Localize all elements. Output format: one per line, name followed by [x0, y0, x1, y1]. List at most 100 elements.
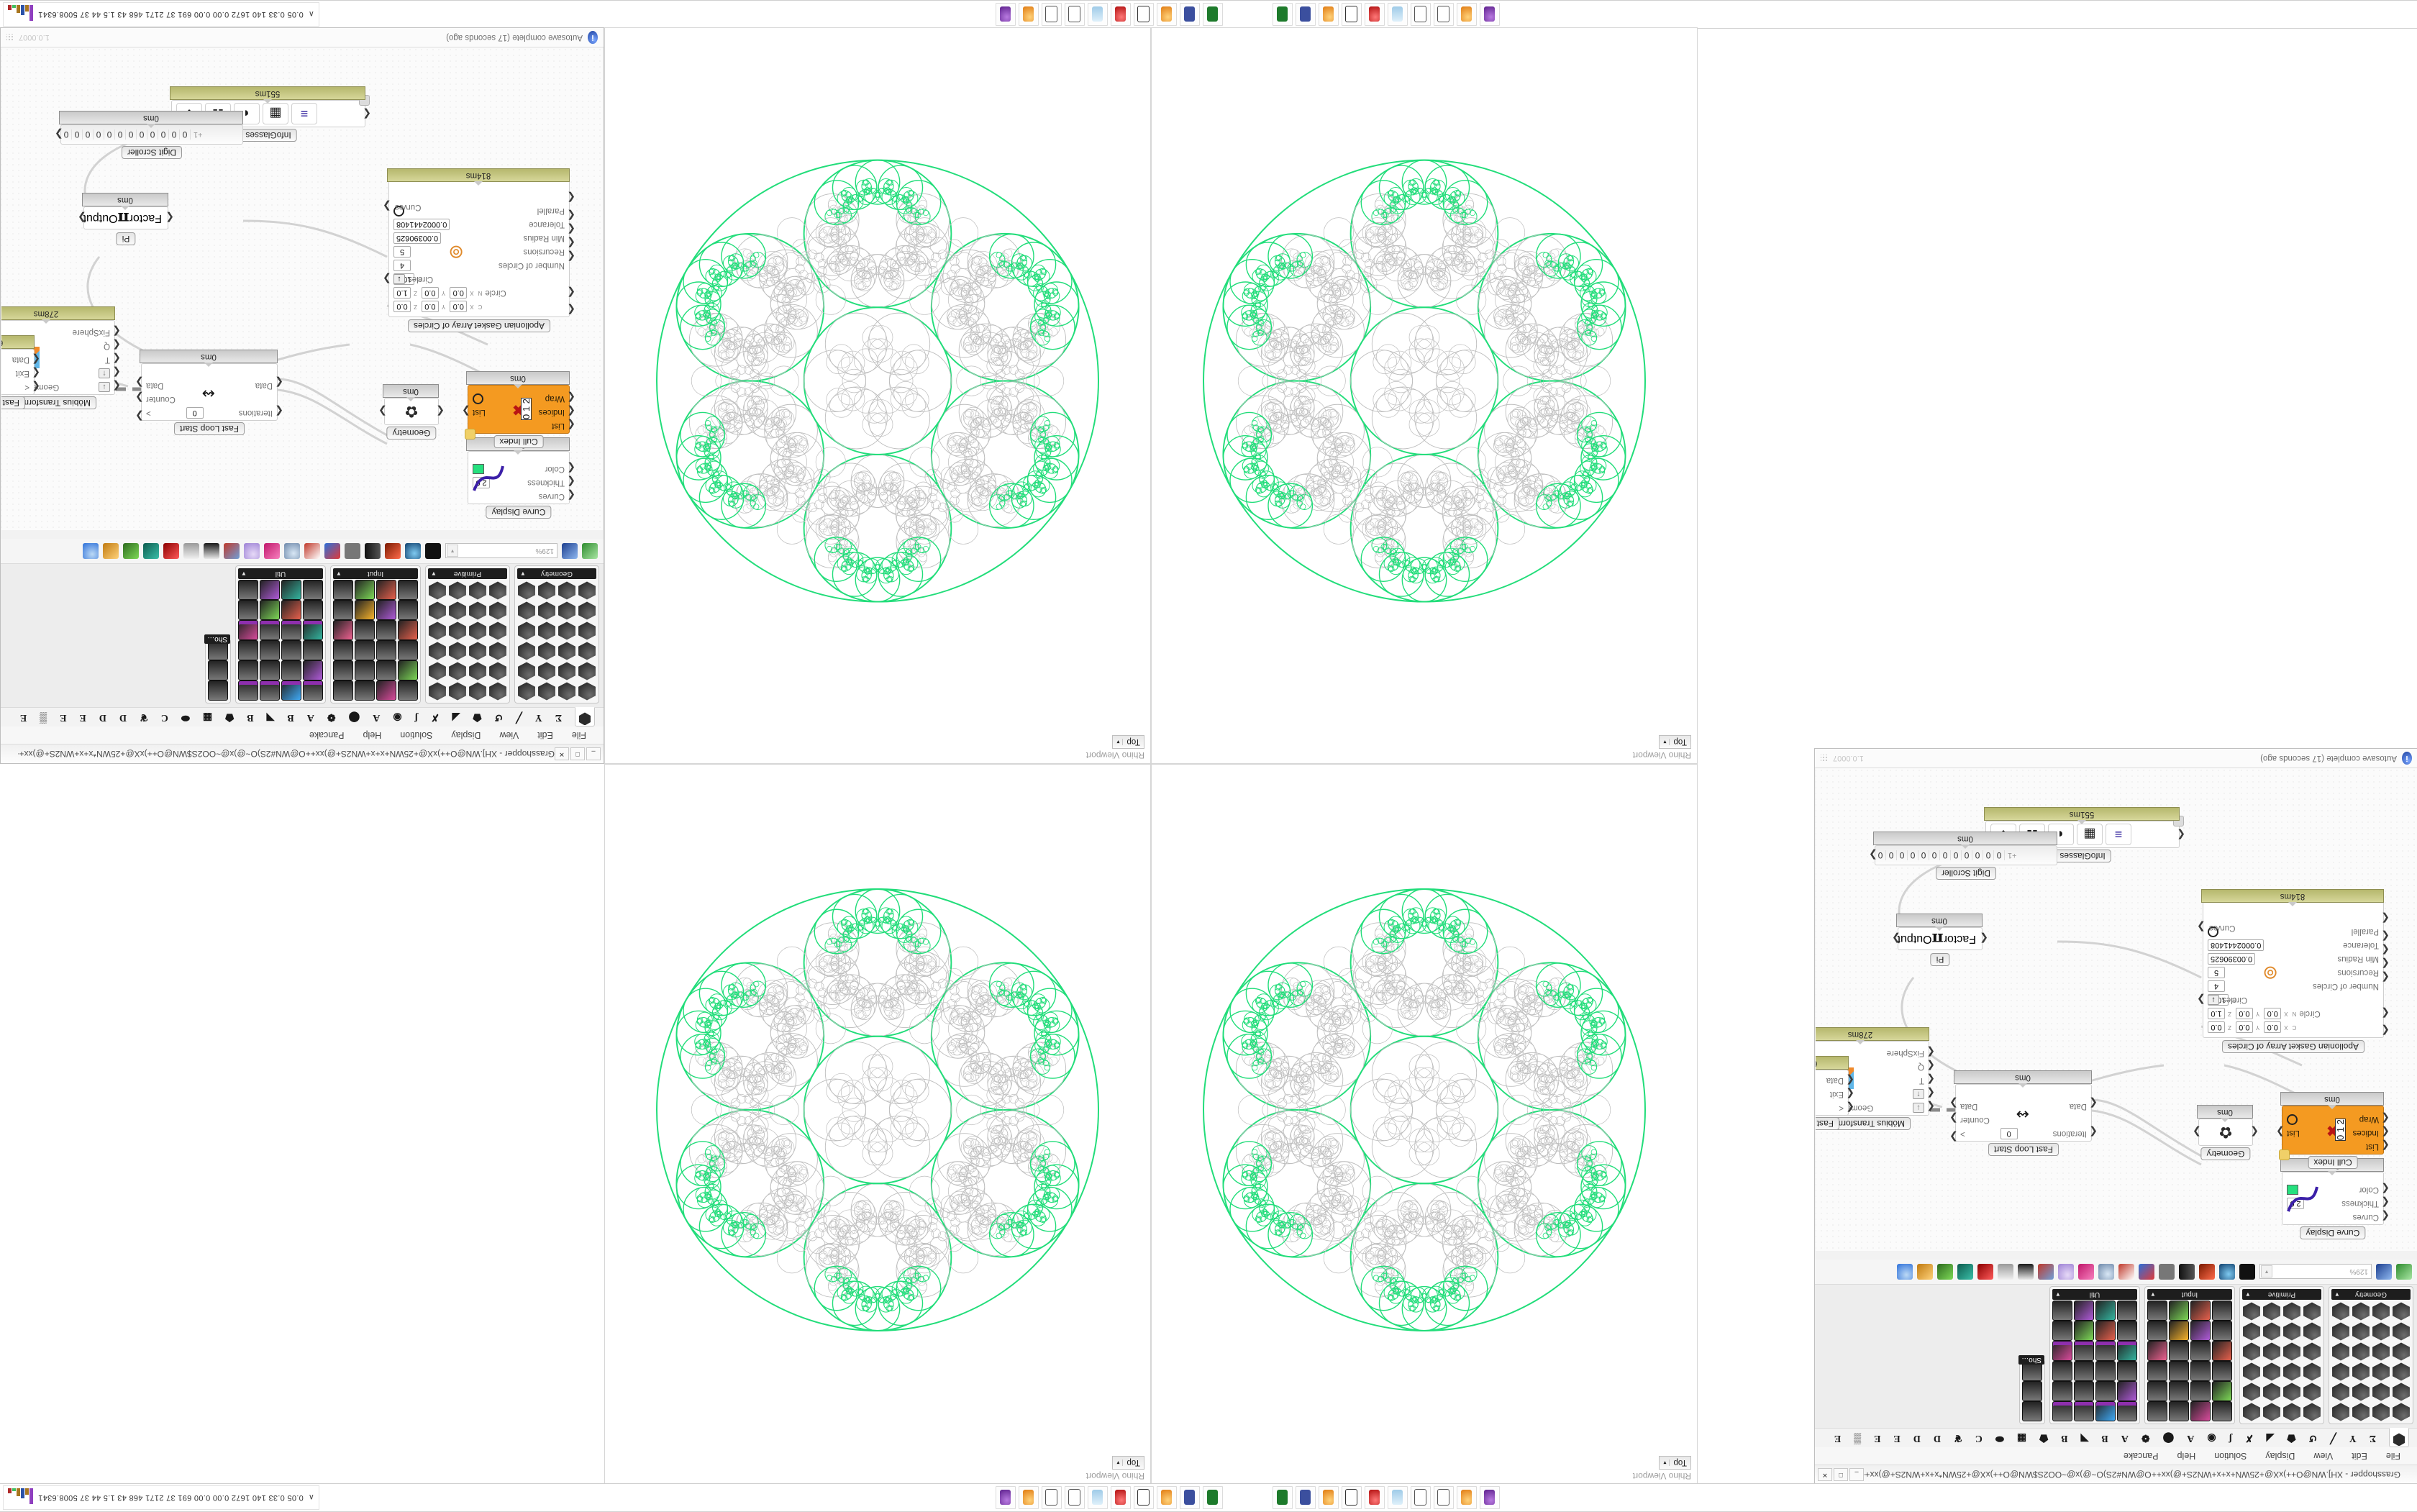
component-icon[interactable] [517, 581, 536, 600]
input-port[interactable]: ❮ [436, 404, 445, 416]
system-tray[interactable]: ∧ 0.05 0.33 140 1672 0.00 0.00 691 37 21… [3, 2, 319, 27]
ribbon-tab-17[interactable]: ⬟ [225, 711, 234, 724]
node-body[interactable]: CX0.0Y0.0Z0.0CircleNX0.0Y0.0Z1.0R10.0Num… [388, 179, 570, 317]
ribbon-tab-13[interactable]: A [2121, 1432, 2129, 1444]
component-icon[interactable] [333, 600, 353, 620]
taskbar-icon-group-b[interactable] [996, 3, 1223, 26]
input-port[interactable]: ❮ [1926, 1100, 1935, 1112]
mesh-icon[interactable] [2018, 1264, 2034, 1280]
rhino-viewport-top-left[interactable]: Rhino Viewport Top ▾ [604, 27, 1151, 764]
input-port[interactable]: ❮ [275, 404, 283, 416]
component-icon[interactable] [2392, 1322, 2411, 1341]
input-port[interactable]: ❮ [2381, 1196, 2390, 1208]
input-port[interactable]: ❮ [112, 324, 121, 337]
tolerance-value[interactable]: 0.0002441408 [393, 219, 450, 231]
component-icon[interactable] [2190, 1321, 2211, 1341]
component-icon[interactable] [557, 621, 576, 640]
input-port[interactable]: ❮ [275, 375, 283, 388]
component-icon[interactable] [2372, 1302, 2390, 1321]
taskbar-icon[interactable] [1365, 3, 1385, 26]
component-icon[interactable] [2095, 1341, 2116, 1361]
scroller-digit[interactable]: 0 [1972, 850, 1983, 860]
component-icon[interactable] [333, 680, 353, 701]
bake-icon[interactable] [385, 543, 401, 559]
component-icon[interactable] [260, 660, 280, 680]
input-port[interactable]: ❮ [2250, 1125, 2259, 1137]
menu-display[interactable]: Display [2265, 1451, 2295, 1461]
taskbar-icon[interactable] [1457, 1486, 1477, 1509]
arrow-icon[interactable]: ↑ [1913, 1090, 1924, 1100]
component-icon[interactable] [537, 642, 556, 660]
input-port[interactable]: ❮ [567, 391, 575, 403]
taskbar-icon-group-a[interactable] [1273, 1486, 1500, 1509]
ribbon-tab-4[interactable]: ↺ [2309, 1432, 2318, 1444]
component-icon[interactable] [2392, 1302, 2411, 1321]
output-port[interactable]: ❯ [383, 199, 391, 211]
component-icon[interactable] [517, 682, 536, 701]
zoom-extents-icon[interactable] [2239, 1264, 2255, 1280]
sketch-icon[interactable] [2098, 1264, 2114, 1280]
document-icon[interactable] [304, 543, 320, 559]
component-icon[interactable] [488, 642, 507, 660]
component-icon[interactable] [2074, 1361, 2094, 1381]
output-port[interactable]: ❯ [135, 409, 144, 422]
output-port[interactable]: ❯ [2197, 920, 2206, 932]
ribbon-tab-9[interactable]: ◉ [393, 711, 401, 724]
output-port[interactable]: ❯ [1869, 848, 1877, 860]
wrap-toggle[interactable] [473, 393, 483, 404]
component-icon[interactable] [2022, 1381, 2042, 1401]
balloon-icon[interactable] [244, 543, 260, 559]
node-body[interactable]: ✿❮❯ [2198, 1119, 2253, 1146]
sketch-icon[interactable] [284, 543, 300, 559]
component-icon[interactable] [303, 600, 323, 620]
component-icon[interactable] [2331, 1383, 2350, 1401]
input-port[interactable]: ❮ [1846, 1073, 1854, 1085]
component-icon[interactable] [578, 642, 596, 660]
taskbar-icon[interactable] [1365, 1486, 1385, 1509]
ribbon-overflow-group[interactable]: Sho… [205, 639, 231, 703]
component-icon[interactable] [2262, 1383, 2281, 1401]
node-body[interactable]: <ExitDataData↩❮❮❮❯ [1816, 1070, 1849, 1116]
menu-solution[interactable]: Solution [2214, 1451, 2247, 1461]
tolerance-value[interactable]: 0.0002441408 [2208, 940, 2264, 952]
component-icon[interactable] [2331, 1342, 2350, 1361]
component-icon[interactable] [281, 580, 301, 600]
input-port[interactable]: ❮ [567, 209, 575, 221]
input-port[interactable]: ❮ [567, 418, 575, 430]
component-icon[interactable] [578, 621, 596, 640]
scroller-digit[interactable]: 0 [180, 129, 191, 140]
component-icon[interactable] [2095, 1301, 2116, 1321]
zoom-level-field[interactable]: 129%▼ [2259, 1265, 2372, 1280]
menu-edit[interactable]: Edit [2352, 1451, 2367, 1461]
output-port[interactable]: ❯ [1949, 1096, 1958, 1108]
preview-ghost-icon[interactable] [1897, 1264, 1913, 1280]
component-icon[interactable] [488, 682, 507, 701]
recursions-value[interactable]: 5 [2208, 967, 2225, 979]
component-grid[interactable] [428, 581, 507, 701]
ribbon-tab-12[interactable]: ❁ [2141, 1432, 2150, 1444]
new-file-icon[interactable] [582, 543, 598, 559]
component-icon[interactable] [537, 621, 556, 640]
node-body[interactable]: CX0.0Y0.0Z0.0CircleNX0.0Y0.0Z1.0R10.0Num… [2203, 900, 2384, 1038]
chevron-down-icon[interactable]: ▼ [447, 545, 458, 557]
component-icon[interactable] [2169, 1321, 2189, 1341]
component-icon[interactable] [468, 662, 487, 680]
component-icon[interactable] [376, 640, 396, 660]
rhino-viewport-bottom-right[interactable]: Rhino Viewport Top ▾ [1151, 764, 1698, 1485]
ribbon-tab-26[interactable]: ▒ [40, 711, 47, 723]
bake-icon[interactable] [2199, 1264, 2215, 1280]
component-icon[interactable] [468, 621, 487, 640]
circle-center-z[interactable]: 0.0 [2208, 1022, 2225, 1034]
taskbar-bottom[interactable]: ∧ 0.05 0.33 140 1672 0.00 0.00 691 37 21… [0, 1483, 2417, 1512]
component-icon[interactable] [2282, 1362, 2301, 1381]
component-icon[interactable] [2303, 1362, 2321, 1381]
component-icon[interactable] [578, 682, 596, 701]
taskbar-icon[interactable] [1088, 1486, 1108, 1509]
component-icon[interactable] [2117, 1361, 2137, 1381]
component-icon[interactable] [376, 600, 396, 620]
component-grid[interactable] [238, 581, 323, 701]
ribbon-tab-25[interactable]: E [1874, 1432, 1880, 1444]
component-icon[interactable] [2331, 1362, 2350, 1381]
